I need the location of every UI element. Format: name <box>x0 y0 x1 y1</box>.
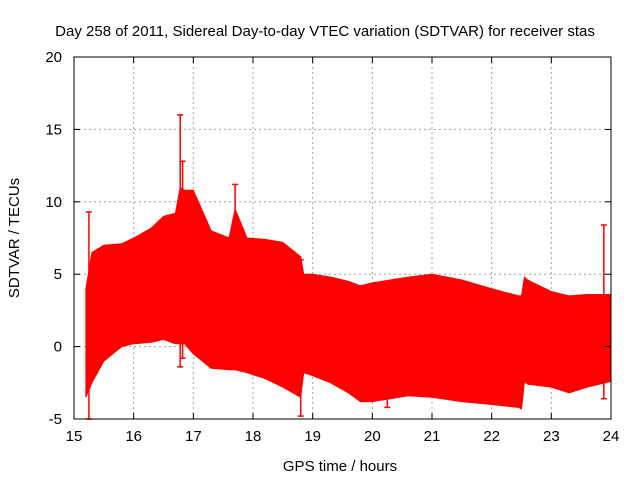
x-tick-label: 16 <box>125 428 142 445</box>
chart-title: Day 258 of 2011, Sidereal Day-to-day VTE… <box>55 23 595 40</box>
x-tick-label: 24 <box>603 428 620 445</box>
x-axis-label: GPS time / hours <box>283 458 397 475</box>
y-tick-label: 10 <box>45 194 62 211</box>
y-tick-label: 15 <box>45 121 62 138</box>
x-tick-label: 18 <box>245 428 262 445</box>
y-axis-label: SDTVAR / TECUs <box>6 178 23 298</box>
x-tick-label: 21 <box>424 428 441 445</box>
x-tick-label: 20 <box>364 428 381 445</box>
x-tick-label: 17 <box>185 428 202 445</box>
x-tick-label: 15 <box>66 428 83 445</box>
y-tick-label: 0 <box>54 339 62 356</box>
x-tick-label: 19 <box>304 428 321 445</box>
y-tick-label: 20 <box>45 49 62 66</box>
y-tick-label: 5 <box>54 266 62 283</box>
x-tick-label: 22 <box>483 428 500 445</box>
x-axis-ticks: 15 16 17 18 19 20 21 22 23 24 <box>66 57 620 445</box>
x-tick-label: 23 <box>543 428 560 445</box>
y-tick-label: -5 <box>49 411 62 428</box>
y-axis-ticks: -5 0 5 10 15 20 <box>45 49 611 428</box>
plot-frame <box>73 56 612 420</box>
